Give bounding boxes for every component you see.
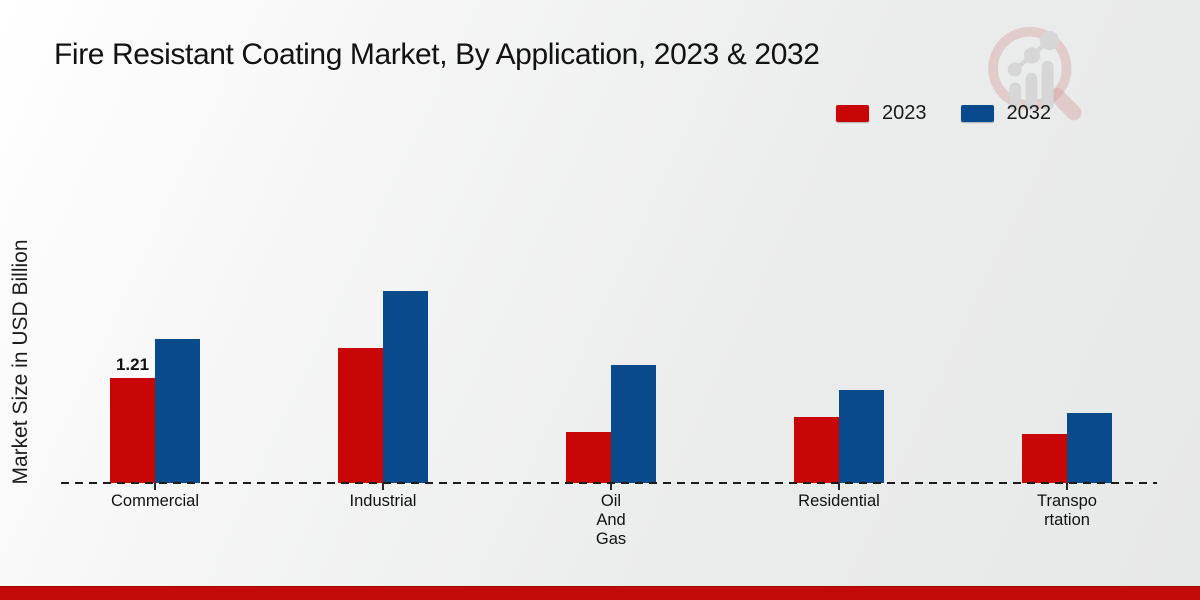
x-axis-baseline [61, 482, 1157, 484]
legend-label-2023: 2023 [882, 102, 927, 124]
category-label-oil-and-gas: Oil And Gas [595, 492, 627, 548]
category-label-commercial: Commercial [110, 492, 199, 510]
chart-title: Fire Resistant Coating Market, By Applic… [54, 38, 820, 71]
x-axis-tick-industrial [382, 483, 384, 490]
bar-2032-commercial [155, 339, 200, 483]
legend-label-2032: 2032 [1006, 102, 1052, 124]
bar-2023-transportation [1022, 434, 1067, 483]
legend-swatch-2023-icon [836, 105, 869, 122]
category-label-industrial: Industrial [349, 492, 417, 510]
legend-item-2023: 2023 [836, 102, 927, 125]
x-axis-tick-oil-and-gas [610, 483, 612, 490]
bar-2023-industrial [338, 348, 383, 483]
bar-2023-commercial [110, 378, 155, 483]
legend-item-2032: 2032 [960, 102, 1052, 125]
bar-2032-industrial [383, 291, 428, 483]
legend-swatch-2032-icon [960, 105, 994, 122]
x-axis-tick-residential [838, 483, 840, 490]
market-research-logo-watermark [988, 26, 1082, 121]
x-axis-tick-transportation [1066, 483, 1068, 490]
category-label-residential: Residential [798, 492, 880, 510]
bar-2032-transportation [1067, 413, 1112, 483]
x-axis-tick-commercial [154, 483, 156, 490]
bar-2032-residential [839, 390, 884, 483]
legend: 2023 2032 [836, 102, 1051, 125]
category-label-transportation: Transpo rtation [1037, 492, 1097, 529]
data-label-2023-commercial: 1.21 [115, 355, 150, 374]
bar-2032-oil-and-gas [611, 365, 656, 483]
bar-2023-oil-and-gas [566, 432, 611, 483]
footer-accent-bar [0, 586, 1200, 600]
bar-2023-residential [794, 417, 839, 483]
